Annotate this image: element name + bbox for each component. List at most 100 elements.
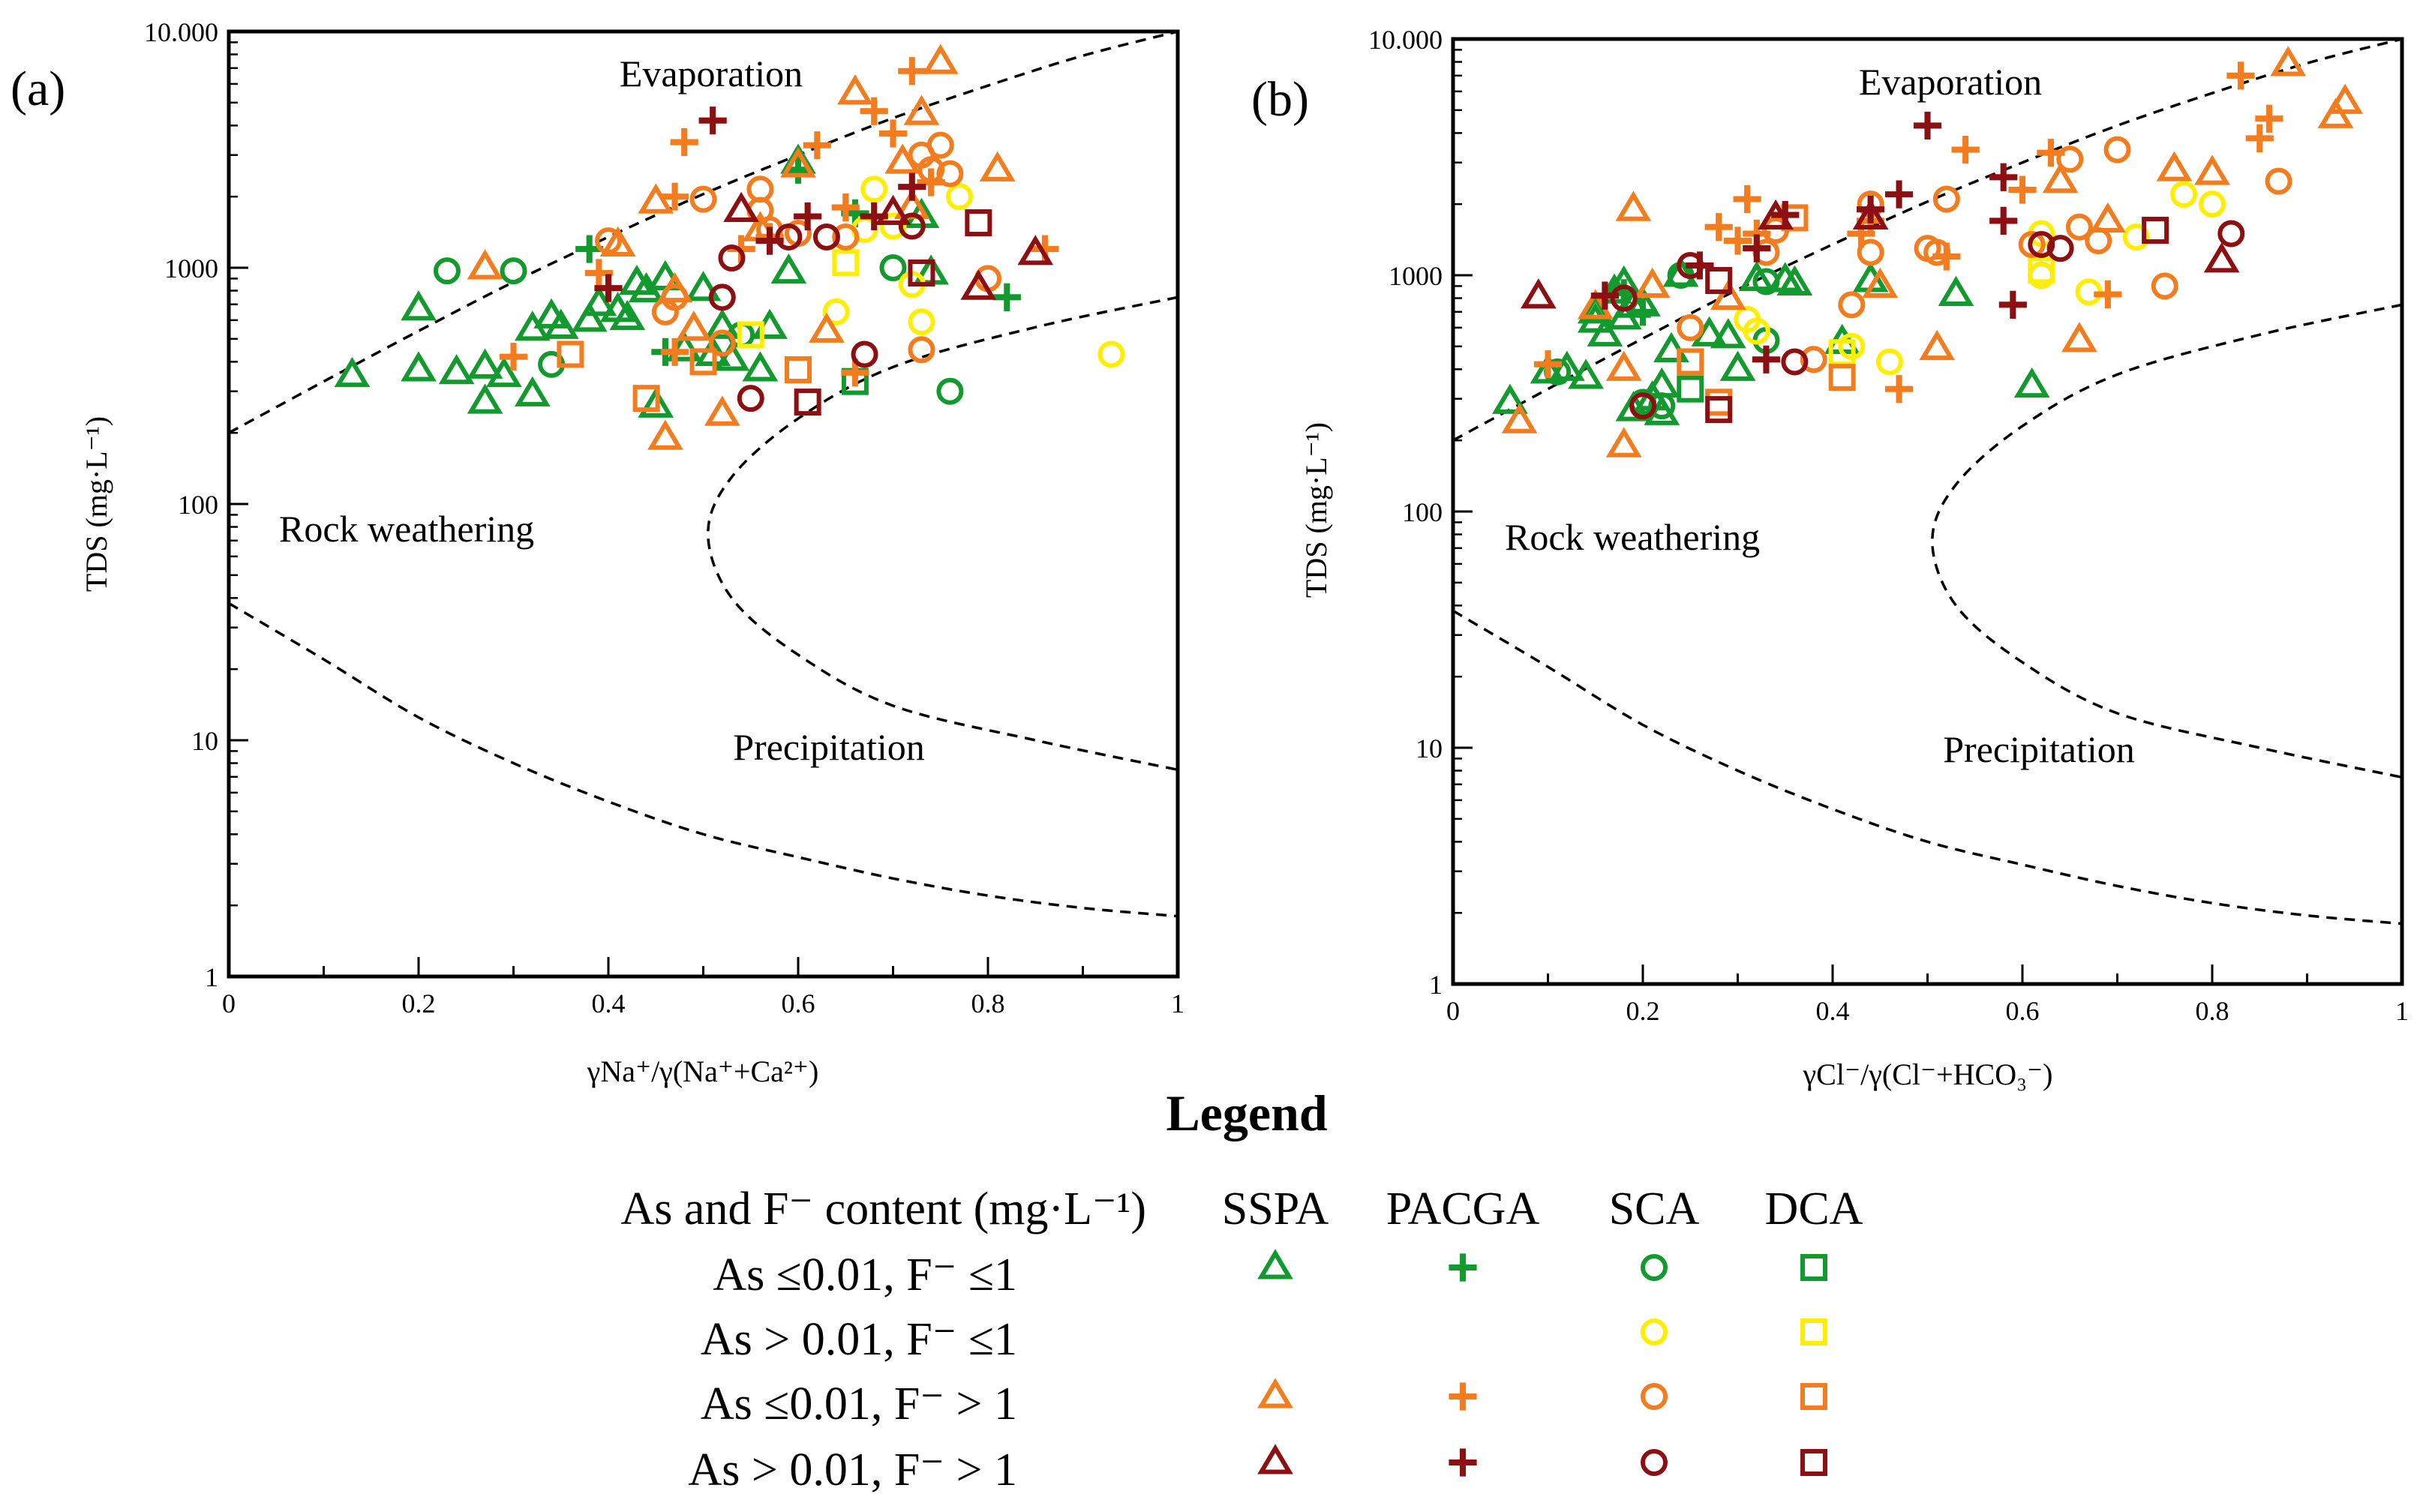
point-circle-sca-as-0-01-f-1	[1677, 314, 1704, 341]
point-triangle-sspa-as-0-01-f-1	[609, 299, 646, 331]
point-circle-sca-as-0-01-f-1	[860, 176, 888, 203]
point-circle-sca-as-0-01-f-1	[595, 227, 622, 255]
point-plus-pacga-as-0-01-f-1	[1913, 111, 1942, 140]
point-triangle-sspa-as-0-01-f-1	[2317, 98, 2354, 128]
point-triangle-sspa-as-0-01-f-1	[704, 308, 740, 339]
y-tick-label: 100	[178, 490, 218, 520]
point-triangle-sspa-as-0-01-f-1	[704, 395, 740, 426]
legend-column-sspa: SSPA	[1222, 1184, 1329, 1234]
point-circle-sca-as-0-01-f-1	[2018, 230, 2046, 258]
point-triangle-sspa-as-0-01-f-1	[837, 74, 873, 105]
legend-columns: SSPA PACGA SCA DCA	[1222, 1184, 1863, 1234]
point-circle-sca-as-0-01-f-1	[851, 340, 878, 368]
point-triangle-sspa-as-0-01-f-1	[2042, 162, 2079, 194]
point-triangle-sspa-as-0-01-f-1	[638, 387, 674, 418]
y-tick-label: 10.000	[1368, 25, 1443, 55]
point-triangle-sspa-as-0-01-f-1	[438, 354, 475, 385]
point-circle-sca-as-0-01-f-1	[2028, 230, 2055, 258]
point-plus-pacga-as-0-01-f-1	[860, 97, 888, 125]
legend-symbol-triangle	[1257, 1444, 1293, 1474]
point-triangle-sspa-as-0-01-f-1	[542, 308, 579, 339]
annotation-evaporation: Evaporation	[620, 52, 803, 94]
point-plus-pacga-as-0-01-f-1	[594, 274, 623, 302]
legend-row-label: As ≤0.01, F⁻ > 1	[701, 1378, 1017, 1430]
point-triangle-sspa-as-0-01-f-1	[1017, 235, 1054, 266]
point-circle-sca-as-0-01-f-1	[1648, 392, 1676, 420]
point-circle-sca-as-0-01-f-1	[1629, 392, 1656, 420]
point-plus-pacga-as-0-01-f-1	[1533, 350, 1563, 379]
point-plus-pacga-as-0-01-f-1	[2255, 104, 2283, 133]
point-triangle-sspa-as-0-01-f-1	[1615, 190, 1652, 221]
point-plus-pacga-as-0-01-f-1	[1884, 180, 1914, 208]
point-circle-sca-as-0-01-f-1	[1932, 185, 1960, 213]
point-triangle-sspa-as-0-01-f-1	[770, 253, 807, 284]
point-triangle-sspa-as-0-01-f-1	[467, 383, 503, 414]
point-triangle-sspa-as-0-01-f-1	[647, 419, 683, 450]
point-circle-sca-as-0-01-f-1	[908, 336, 935, 364]
y-tick-label: 10	[191, 726, 218, 756]
point-circle-sca-as-0-01-f-1	[2056, 146, 2084, 173]
x-tick-label: 0.8	[971, 988, 1005, 1018]
y-axis-label: TDS (mg·L⁻¹)	[80, 416, 113, 592]
y-tick-label: 1000	[164, 254, 218, 284]
point-circle-sca-as-0-01-f-1	[2065, 213, 2093, 241]
point-circle-sca-as-0-01-f-1	[1875, 348, 1903, 376]
legend: Legend As and F⁻ content (mg·L⁻¹) SSPA PA…	[621, 1084, 1863, 1496]
point-circle-sca-as-0-01-f-1	[946, 183, 974, 211]
y-tick-label: 100	[1402, 497, 1443, 527]
x-tick-label: 0	[222, 988, 236, 1018]
point-circle-sca-as-0-01-f-1	[1800, 346, 1827, 374]
legend-row-label: As ≤0.01, F⁻ ≤1	[713, 1250, 1017, 1300]
point-square-dca-as-0-01-f-1	[737, 321, 764, 349]
point-triangle-sspa-as-0-01-f-1	[2203, 242, 2240, 273]
point-circle-sca-as-0-01-f-1	[879, 254, 907, 281]
point-triangle-sspa-as-0-01-f-1	[723, 191, 759, 222]
point-triangle-sspa-as-0-01-f-1	[875, 194, 911, 225]
legend-symbol-square	[1800, 1449, 1827, 1476]
panel-label: (a)	[11, 62, 65, 116]
x-tick-label: 0.4	[592, 988, 626, 1018]
x-tick-label: 1	[2395, 996, 2409, 1026]
legend-column-pacga: PACGA	[1386, 1184, 1540, 1234]
scatter-points	[1492, 46, 2363, 458]
point-circle-sca-as-0-01-f-1	[2199, 190, 2226, 218]
y-axis-label: TDS (mg·L⁻¹)	[1299, 422, 1333, 598]
point-circle-sca-as-0-01-f-1	[879, 212, 907, 240]
point-triangle-sspa-as-0-01-f-1	[1919, 329, 1956, 361]
boundary-lower	[228, 602, 1178, 918]
boundary-curves	[228, 30, 1178, 918]
point-triangle-sspa-as-0-01-f-1	[979, 151, 1016, 182]
legend-symbol-plus	[1449, 1448, 1477, 1477]
point-plus-pacga-as-0-01-f-1	[660, 182, 689, 211]
legend-row-label: As > 0.01, F⁻ ≤1	[701, 1314, 1017, 1365]
point-circle-sca-as-0-01-f-1	[926, 131, 954, 159]
point-triangle-sspa-as-0-01-f-1	[467, 249, 503, 280]
point-square-dca-as-0-01-f-1	[557, 340, 584, 368]
point-circle-sca-as-0-01-f-1	[936, 160, 964, 188]
point-circle-sca-as-0-01-f-1	[689, 185, 717, 213]
x-tick-label: 0.4	[1816, 996, 1850, 1026]
boundary-upper	[228, 30, 1178, 434]
point-square-dca-as-0-01-f-1	[1705, 388, 1733, 416]
point-square-dca-as-0-01-f-1	[689, 348, 717, 376]
point-plus-pacga-as-0-01-f-1	[584, 259, 613, 287]
point-circle-sca-as-0-01-f-1	[908, 308, 935, 336]
legend-symbol-plus	[1449, 1382, 1477, 1411]
point-triangle-sspa-as-0-01-f-1	[1520, 278, 1557, 309]
x-tick-label: 0.8	[2196, 996, 2229, 1026]
plot-frame	[1451, 37, 2404, 986]
point-triangle-sspa-as-0-01-f-1	[2156, 151, 2193, 182]
point-square-dca-as-0-01-f-1	[965, 209, 992, 237]
panel-label: (b)	[1251, 72, 1309, 127]
legend-header-content: As and F⁻ content (mg·L⁻¹)	[621, 1184, 1146, 1234]
y-tick-label: 1000	[1389, 261, 1443, 291]
point-plus-pacga-as-0-01-f-1	[898, 57, 926, 86]
point-triangle-sspa-as-0-01-f-1	[922, 44, 959, 74]
legend-column-sca: SCA	[1609, 1184, 1700, 1234]
point-triangle-sspa-as-0-01-f-1	[1492, 383, 1528, 414]
point-triangle-sspa-as-0-01-f-1	[2270, 46, 2307, 76]
point-plus-pacga-as-0-01-f-1	[898, 172, 926, 201]
point-triangle-sspa-as-0-01-f-1	[2194, 154, 2230, 185]
point-plus-pacga-as-0-01-f-1	[1989, 163, 2018, 191]
